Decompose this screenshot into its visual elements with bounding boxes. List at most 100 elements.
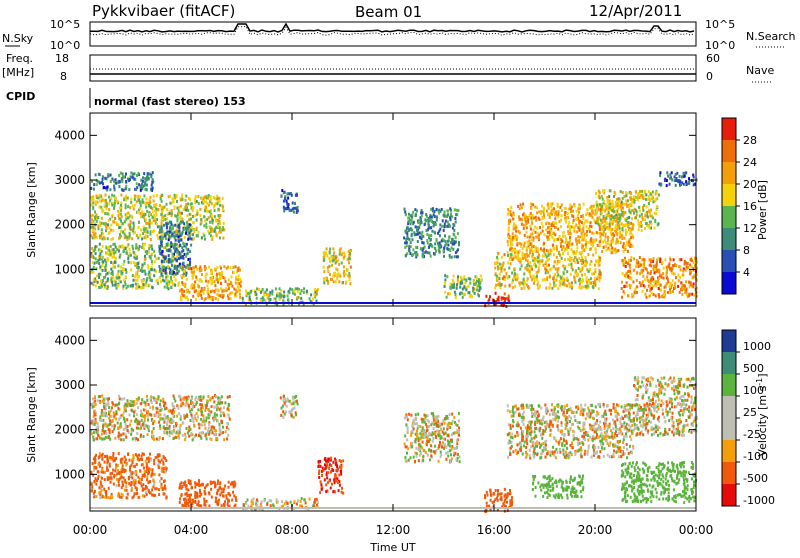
echo-cell: [110, 245, 112, 248]
echo-cell: [201, 297, 203, 300]
echo-cell: [621, 201, 623, 204]
echo-cell: [186, 413, 188, 416]
echo-cell: [597, 244, 599, 247]
echo-cell: [229, 418, 231, 421]
echo-cell: [171, 264, 173, 267]
echo-cell: [581, 235, 583, 238]
echo-cell: [167, 213, 169, 216]
echo-cell: [174, 284, 176, 287]
freq-bottom-tick: 8: [60, 70, 67, 83]
echo-cell: [646, 289, 648, 292]
nsearch-label: N.Search: [746, 30, 796, 43]
echo-cell: [199, 214, 201, 217]
echo-cell: [333, 251, 335, 254]
echo-cell: [607, 242, 609, 245]
echo-cell: [673, 258, 675, 261]
echo-cell: [207, 290, 209, 293]
echo-cell: [312, 298, 314, 301]
echo-cell: [202, 406, 204, 409]
echo-cell: [96, 261, 98, 264]
echo-cell: [562, 232, 564, 235]
echo-cell: [127, 257, 129, 260]
echo-cell: [174, 250, 176, 253]
echo-cell: [643, 204, 645, 207]
y-tick-label: 2000: [54, 218, 85, 232]
echo-cell: [123, 246, 125, 249]
echo-cell: [215, 433, 217, 436]
echo-cell: [627, 250, 629, 253]
echo-cell: [185, 195, 187, 198]
echo-cell: [209, 295, 211, 298]
echo-cell: [135, 287, 137, 290]
echo-cell: [602, 233, 604, 236]
echo-cell: [533, 282, 535, 285]
echo-cell: [137, 283, 139, 286]
echo-cell: [132, 284, 134, 287]
echo-cell: [430, 215, 432, 218]
echo-cell: [120, 434, 122, 437]
echo-cell: [117, 264, 119, 267]
echo-cell: [543, 248, 545, 251]
echo-cell: [667, 278, 669, 281]
echo-cell: [120, 194, 122, 197]
echo-cell: [531, 278, 533, 281]
echo-cell: [540, 232, 542, 235]
echo-cell: [639, 209, 641, 212]
echo-cell: [228, 297, 230, 300]
echo-cell: [200, 290, 202, 293]
echo-cell: [168, 238, 170, 241]
echo-cell: [534, 226, 536, 229]
echo-cell: [150, 230, 152, 233]
echo-cell: [447, 244, 449, 247]
range-time-patch: [403, 207, 460, 259]
echo-cell: [679, 265, 681, 268]
echo-cell: [150, 238, 152, 241]
echo-cell: [142, 246, 144, 249]
echo-cell: [147, 410, 149, 413]
echo-cell: [132, 176, 134, 179]
echo-cell: [678, 279, 680, 282]
echo-cell: [159, 403, 161, 406]
echo-cell: [192, 417, 194, 420]
echo-cell: [627, 262, 629, 265]
echo-cell: [223, 406, 225, 409]
echo-cell: [151, 222, 153, 225]
echo-cell: [616, 204, 618, 207]
echo-cell: [150, 206, 152, 209]
echo-cell: [597, 207, 599, 210]
echo-cell: [168, 254, 170, 257]
echo-cell: [223, 265, 225, 268]
echo-cell: [415, 251, 417, 254]
echo-cell: [193, 424, 195, 427]
beam-label: Beam 01: [355, 3, 422, 21]
echo-cell: [143, 194, 145, 197]
echo-cell: [620, 241, 622, 244]
echo-cell: [629, 232, 631, 235]
echo-cell: [223, 414, 225, 417]
echo-cell: [469, 295, 471, 298]
echo-cell: [135, 188, 137, 191]
echo-cell: [177, 265, 179, 268]
echo-cell: [162, 400, 164, 403]
echo-cell: [228, 279, 230, 282]
echo-cell: [210, 290, 212, 293]
echo-cell: [558, 267, 560, 270]
echo-cell: [97, 216, 99, 219]
echo-cell: [104, 212, 106, 215]
echo-cell: [522, 213, 524, 216]
echo-cell: [181, 256, 183, 259]
echo-cell: [239, 278, 241, 281]
echo-cell: [592, 211, 594, 214]
echo-cell: [135, 243, 137, 246]
echo-cell: [138, 269, 140, 272]
echo-cell: [590, 221, 592, 224]
echo-cell: [238, 287, 240, 290]
echo-cell: [416, 229, 418, 232]
echo-cell: [182, 231, 184, 234]
echo-cell: [567, 252, 569, 255]
echo-cell: [581, 246, 583, 249]
echo-cell: [497, 277, 499, 280]
echo-cell: [648, 295, 650, 298]
echo-cell: [173, 405, 175, 408]
echo-cell: [130, 285, 132, 288]
